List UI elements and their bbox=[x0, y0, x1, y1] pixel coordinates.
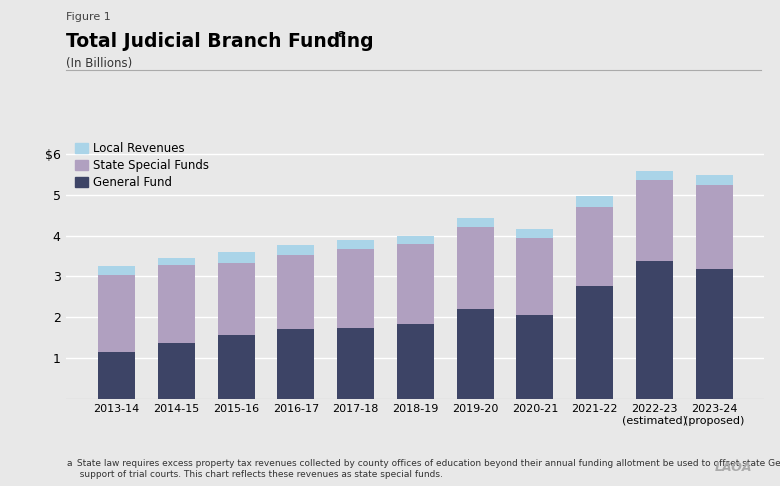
Text: LAOA: LAOA bbox=[715, 461, 753, 474]
Bar bbox=[397, 324, 434, 399]
Text: a: a bbox=[338, 29, 345, 39]
Bar bbox=[456, 227, 494, 309]
Bar bbox=[636, 180, 673, 261]
Bar bbox=[696, 269, 732, 399]
Bar bbox=[158, 258, 195, 265]
Bar bbox=[98, 266, 135, 275]
Text: a: a bbox=[66, 459, 72, 469]
Bar bbox=[337, 328, 374, 399]
Bar bbox=[456, 218, 494, 227]
Bar bbox=[576, 286, 613, 399]
Bar bbox=[158, 343, 195, 399]
Bar bbox=[98, 275, 135, 352]
Bar bbox=[158, 265, 195, 343]
Bar bbox=[278, 329, 314, 399]
Bar bbox=[516, 228, 553, 238]
Bar bbox=[696, 185, 732, 269]
Bar bbox=[456, 309, 494, 399]
Text: State law requires excess property tax revenues collected by county offices of e: State law requires excess property tax r… bbox=[74, 459, 780, 479]
Text: Total Judicial Branch Funding: Total Judicial Branch Funding bbox=[66, 32, 374, 51]
Bar bbox=[636, 261, 673, 399]
Bar bbox=[516, 315, 553, 399]
Text: Figure 1: Figure 1 bbox=[66, 12, 111, 22]
Bar bbox=[98, 352, 135, 399]
Bar bbox=[218, 334, 254, 399]
Text: (In Billions): (In Billions) bbox=[66, 57, 133, 70]
Bar bbox=[218, 252, 254, 263]
Bar bbox=[397, 236, 434, 244]
Bar bbox=[278, 245, 314, 255]
Legend: Local Revenues, State Special Funds, General Fund: Local Revenues, State Special Funds, Gen… bbox=[73, 139, 212, 191]
Bar bbox=[337, 249, 374, 328]
Bar bbox=[397, 244, 434, 324]
Bar bbox=[516, 238, 553, 315]
Bar bbox=[278, 255, 314, 329]
Bar bbox=[696, 175, 732, 185]
Bar bbox=[218, 263, 254, 334]
Bar bbox=[576, 196, 613, 207]
Bar bbox=[337, 241, 374, 249]
Bar bbox=[636, 171, 673, 180]
Bar bbox=[576, 207, 613, 286]
